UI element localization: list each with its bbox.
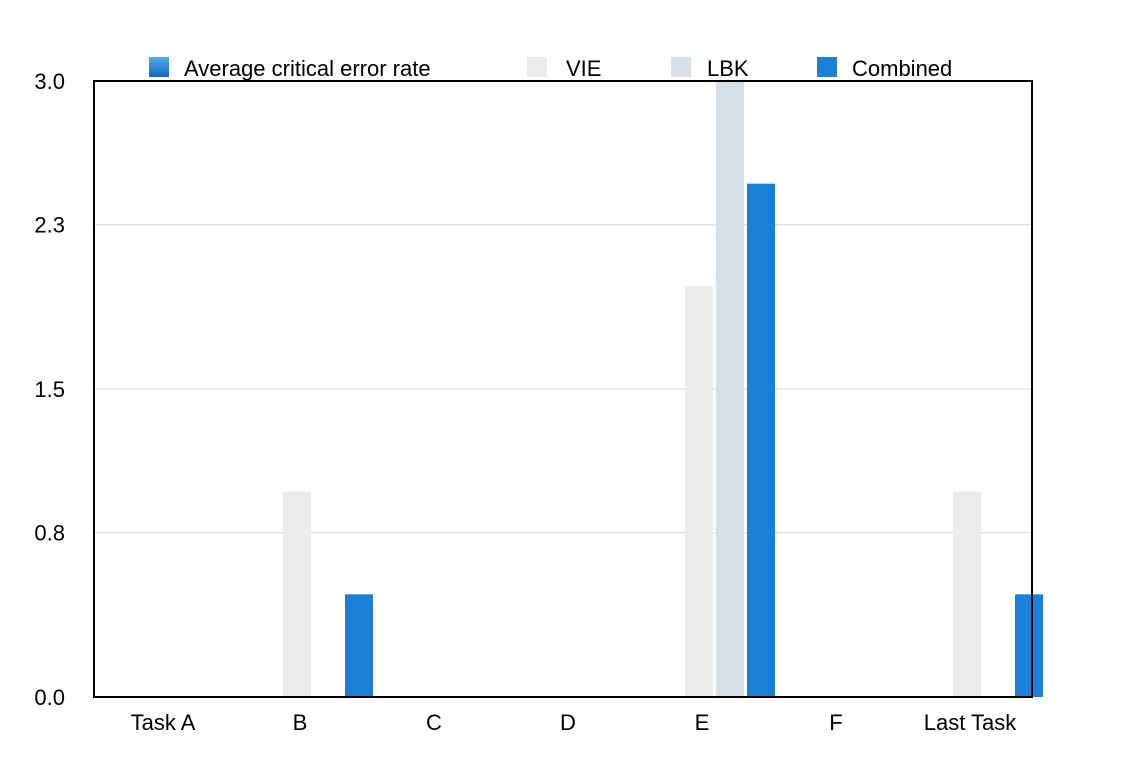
y-axis-ticks: 0.0 0.8 1.5 2.3 3.0 bbox=[34, 69, 65, 710]
legend-label: Average critical error rate bbox=[184, 56, 431, 81]
x-tick-label: E bbox=[695, 710, 710, 735]
y-tick-label: 0.0 bbox=[34, 685, 65, 710]
bar-vie-e bbox=[685, 286, 713, 697]
legend-label: VIE bbox=[566, 56, 601, 81]
bar-lbk-e bbox=[716, 81, 744, 697]
x-tick-label: F bbox=[829, 710, 842, 735]
bar-combined-b bbox=[345, 594, 373, 697]
bar-combined-e bbox=[747, 183, 775, 697]
legend-swatch bbox=[527, 57, 547, 77]
legend-swatch bbox=[149, 57, 169, 77]
y-tick-label: 1.5 bbox=[34, 377, 65, 402]
bar-vie-b bbox=[283, 491, 311, 697]
y-tick-label: 3.0 bbox=[34, 69, 65, 94]
y-tick-label: 2.3 bbox=[34, 213, 65, 238]
x-tick-label: D bbox=[560, 710, 576, 735]
legend-swatch bbox=[671, 57, 691, 77]
legend: Average critical error rate VIE LBK Combine… bbox=[149, 56, 952, 81]
bar-vie-last-task bbox=[953, 491, 981, 697]
gridlines bbox=[94, 224, 1032, 534]
x-tick-label: B bbox=[293, 710, 308, 735]
plot-frame bbox=[93, 80, 1033, 698]
legend-label: Combined bbox=[852, 56, 952, 81]
legend-label: LBK bbox=[707, 56, 749, 81]
x-tick-label: C bbox=[426, 710, 442, 735]
y-tick-label: 0.8 bbox=[34, 521, 65, 546]
x-tick-label: Task A bbox=[131, 710, 196, 735]
legend-swatch bbox=[817, 57, 837, 77]
bars bbox=[283, 81, 1043, 697]
x-axis-ticks: Task A B C D E F Last Task bbox=[131, 710, 1018, 735]
x-tick-label: Last Task bbox=[924, 710, 1018, 735]
bar-combined-last-task bbox=[1015, 594, 1043, 697]
